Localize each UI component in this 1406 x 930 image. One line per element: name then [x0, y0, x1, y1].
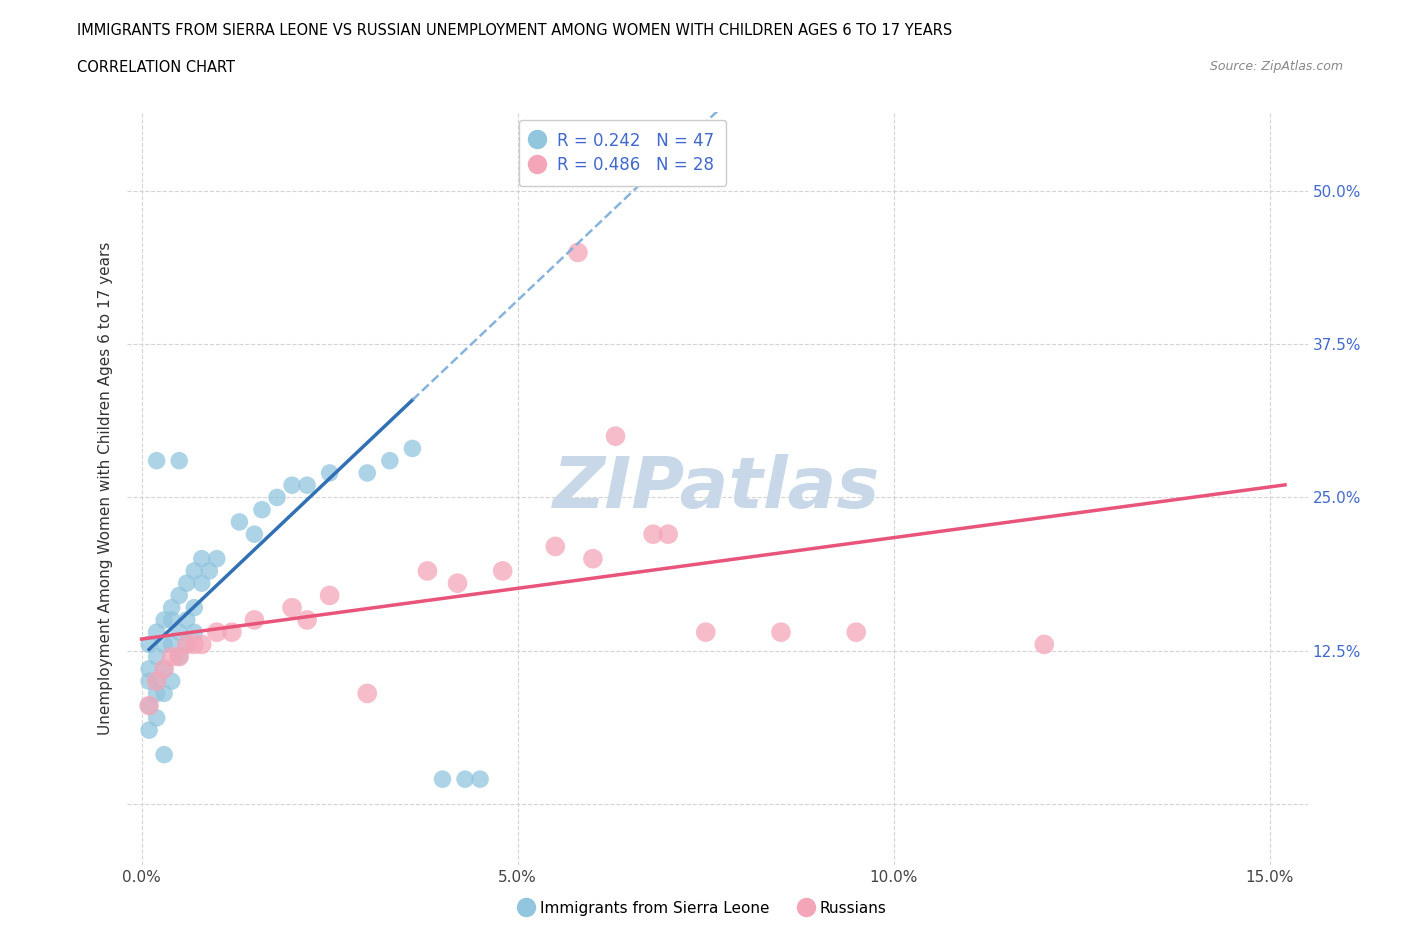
Point [446, 576, 468, 591]
Point [145, 625, 167, 640]
Y-axis label: Unemployment Among Women with Children Ages 6 to 17 years: Unemployment Among Women with Children A… [98, 242, 114, 735]
Point [145, 453, 167, 468]
Point [145, 711, 167, 725]
Point [605, 429, 627, 444]
Point [145, 686, 167, 701]
Point [205, 551, 228, 566]
Point [138, 698, 160, 713]
Point [221, 625, 243, 640]
Point [160, 673, 183, 688]
Point [145, 649, 167, 664]
Point [295, 478, 318, 493]
Point [138, 637, 160, 652]
Point [160, 637, 183, 652]
Point [281, 478, 304, 493]
Point [243, 613, 266, 628]
Legend: Immigrants from Sierra Leone, Russians: Immigrants from Sierra Leone, Russians [513, 895, 893, 923]
Point [176, 576, 198, 591]
Point [160, 600, 183, 615]
Point [153, 686, 176, 701]
Point [191, 576, 214, 591]
Point [145, 673, 167, 688]
Point [228, 514, 250, 529]
Point [318, 588, 340, 603]
Point [281, 600, 304, 615]
Point [769, 625, 792, 640]
Point [250, 502, 273, 517]
Point [416, 564, 439, 578]
Point [138, 723, 160, 737]
Point [695, 625, 717, 640]
Point [153, 661, 176, 676]
Point [167, 588, 190, 603]
Point [176, 637, 198, 652]
Point [582, 551, 605, 566]
Point [266, 490, 288, 505]
Point [153, 637, 176, 652]
Point [378, 453, 401, 468]
Point [167, 453, 190, 468]
Text: ZIPatlas: ZIPatlas [554, 454, 880, 523]
Point [183, 600, 205, 615]
Point [176, 637, 198, 652]
Point [145, 673, 167, 688]
Text: IMMIGRANTS FROM SIERRA LEONE VS RUSSIAN UNEMPLOYMENT AMONG WOMEN WITH CHILDREN A: IMMIGRANTS FROM SIERRA LEONE VS RUSSIAN … [77, 23, 953, 38]
Point [454, 772, 477, 787]
Point [191, 551, 214, 566]
Point [1033, 637, 1056, 652]
Point [205, 625, 228, 640]
Point [160, 613, 183, 628]
Point [468, 772, 491, 787]
Point [183, 637, 205, 652]
Point [167, 649, 190, 664]
Point [183, 625, 205, 640]
Legend: R = 0.242   N = 47, R = 0.486   N = 28: R = 0.242 N = 47, R = 0.486 N = 28 [519, 120, 725, 186]
Text: Source: ZipAtlas.com: Source: ZipAtlas.com [1209, 60, 1343, 73]
Point [198, 564, 221, 578]
Point [401, 441, 423, 456]
Point [153, 747, 176, 762]
Point [167, 649, 190, 664]
Point [295, 613, 318, 628]
Point [138, 698, 160, 713]
Point [492, 564, 515, 578]
Point [153, 661, 176, 676]
Point [643, 526, 665, 541]
Point [845, 625, 868, 640]
Point [183, 564, 205, 578]
Point [138, 673, 160, 688]
Point [567, 245, 589, 259]
Text: CORRELATION CHART: CORRELATION CHART [77, 60, 235, 75]
Point [356, 466, 378, 481]
Point [544, 539, 567, 554]
Point [356, 686, 378, 701]
Point [243, 526, 266, 541]
Point [167, 625, 190, 640]
Point [160, 649, 183, 664]
Point [138, 661, 160, 676]
Point [432, 772, 454, 787]
Point [176, 613, 198, 628]
Point [191, 637, 214, 652]
Point [657, 526, 679, 541]
Point [318, 466, 340, 481]
Point [153, 613, 176, 628]
